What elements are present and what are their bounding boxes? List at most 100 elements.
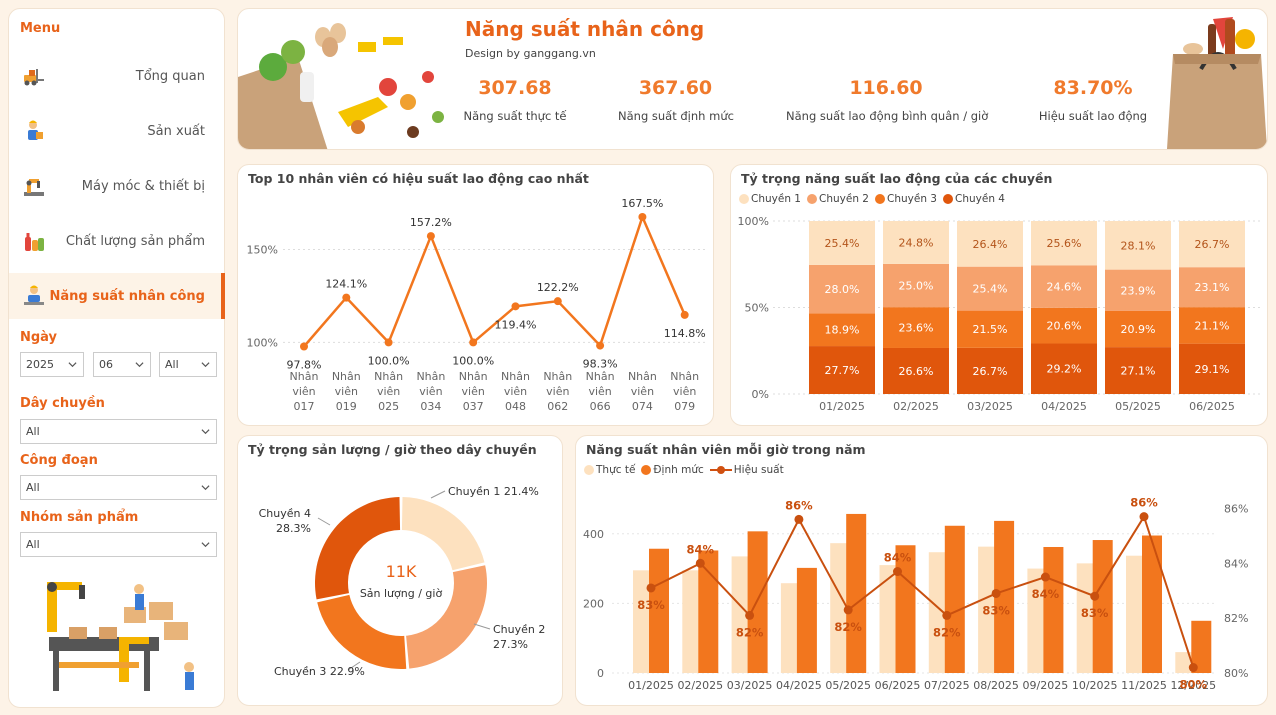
bar-standard [944, 525, 965, 673]
nav-item-machines[interactable]: Máy móc & thiết bị [9, 163, 225, 209]
bar-standard [994, 520, 1015, 673]
data-label: 23.1% [1195, 281, 1230, 294]
stage-select[interactable]: All [20, 475, 217, 500]
efficiency-point [1090, 591, 1100, 601]
chevron-down-icon [201, 362, 210, 368]
groceries-illustration [238, 23, 444, 149]
data-label: 23.9% [1121, 284, 1156, 297]
kpi-efficiency: 83.70% Hiệu suất lao động [1038, 77, 1148, 123]
nav-label: Tổng quan [135, 68, 205, 84]
x-tick-label: Nhân [332, 370, 361, 383]
x-tick-label: 11/2025 [1121, 679, 1167, 692]
donut-slice [406, 565, 487, 669]
page-title: Năng suất nhân công [465, 17, 705, 41]
output-share-chart: Tỷ trọng sản lượng / giờ theo dây chuyền… [237, 435, 563, 706]
legend-item: Chuyền 2 [807, 193, 869, 205]
data-label: 157.2% [410, 216, 452, 229]
data-label: 21.1% [1195, 319, 1230, 332]
data-label: 114.8% [664, 327, 706, 340]
efficiency-point [991, 588, 1001, 598]
efficiency-label: 84% [884, 551, 912, 565]
data-label: 20.9% [1121, 323, 1156, 336]
menu-title: Menu [20, 21, 61, 36]
kpi-average-per-hour: 116.60 Năng suất lao động bình quân / gi… [786, 77, 988, 123]
efficiency-label: 86% [785, 498, 813, 512]
data-point [638, 212, 647, 221]
efficiency-label: 80% [1180, 678, 1208, 692]
efficiency-label: 82% [736, 625, 764, 639]
y-tick-label: 50% [745, 302, 769, 315]
nav-item-labor-productivity[interactable]: Năng suất nhân công [9, 273, 225, 319]
year-select[interactable]: 2025 [20, 352, 84, 377]
data-point [426, 232, 435, 241]
bar-segment [1031, 343, 1097, 394]
worker-icon [28, 120, 43, 140]
bar-standard [796, 567, 817, 673]
y-tick-label: 400 [583, 528, 604, 541]
y-tick-label: 100% [738, 215, 769, 228]
x-tick-label: viên [673, 385, 696, 398]
data-label: 124.1% [325, 278, 367, 291]
data-label: 27.1% [1121, 365, 1156, 378]
chart-legend: Chuyền 1 Chuyền 2 Chuyền 3 Chuyền 4 [739, 193, 1011, 205]
x-tick-label: viên [546, 385, 569, 398]
product-group-select[interactable]: All [20, 532, 217, 557]
efficiency-point [646, 583, 656, 593]
y2-tick-label: 84% [1224, 557, 1248, 570]
donut-slice [401, 497, 485, 571]
x-tick-label: viên [335, 385, 358, 398]
data-label: 29.2% [1047, 363, 1082, 376]
bar-standard [1092, 540, 1113, 673]
x-tick-label: 025 [378, 400, 399, 413]
x-tick-label: Nhân [628, 370, 657, 383]
data-label: 18.9% [825, 324, 860, 337]
date-filter-label: Ngày [20, 330, 58, 345]
y-tick-label: 150% [247, 243, 278, 256]
worker-laptop-icon [24, 285, 44, 305]
x-tick-label: viên [631, 385, 654, 398]
page-subtitle: Design by ganggang.vn [465, 47, 596, 60]
x-tick-label: 03/2025 [967, 400, 1013, 413]
day-select[interactable]: All [159, 352, 217, 377]
x-tick-label: viên [419, 385, 442, 398]
bar-segment [1031, 307, 1097, 344]
bar-actual [830, 543, 851, 673]
efficiency-label: 83% [637, 598, 665, 612]
legend-item: Định mức [641, 464, 704, 476]
efficiency-point [794, 514, 804, 524]
data-label: 24.6% [1047, 281, 1082, 294]
kpi-actual: 307.68 Năng suất thực tế [460, 77, 570, 123]
data-label: 26.7% [1195, 238, 1230, 251]
x-tick-label: Nhân [543, 370, 572, 383]
kpi-standard: 367.60 Năng suất định mức [618, 77, 734, 123]
bottles-icon [25, 233, 44, 251]
kpi-value: 116.60 [849, 77, 923, 99]
line-select[interactable]: All [20, 419, 217, 444]
slice-label: Chuyền 2 [493, 623, 545, 636]
efficiency-point [893, 567, 902, 577]
leader-line [317, 517, 331, 526]
data-label: 26.7% [973, 365, 1008, 378]
x-tick-label: 074 [632, 400, 653, 413]
x-tick-label: Nhân [586, 370, 615, 383]
slice-label: Chuyền 1 21.4% [448, 485, 539, 498]
month-select[interactable]: 06 [93, 352, 151, 377]
nav-item-quality[interactable]: Chất lượng sản phẩm [9, 218, 225, 264]
data-point [553, 297, 562, 306]
y-tick-label: 200 [583, 597, 604, 610]
x-tick-label: Nhân [374, 370, 403, 383]
x-tick-label: 019 [336, 400, 357, 413]
stacked-bar-svg: 0% 50% 100% 27.7% 18.9% 28.0% 25.4% 01/2025 26.6… [738, 215, 1261, 413]
x-tick-label: 062 [547, 400, 568, 413]
x-tick-label: Nhân [459, 370, 488, 383]
bar-segment [1105, 347, 1171, 394]
nav-item-overview[interactable]: Tổng quan [9, 53, 225, 99]
product-group-filter-label: Nhóm sản phẩm [20, 510, 139, 525]
center-label: Sản lượng / giờ [360, 587, 443, 600]
efficiency-point [1139, 512, 1149, 522]
bar-actual [1126, 555, 1146, 673]
efficiency-label: 84% [687, 542, 715, 556]
slice-label: 28.3% [276, 522, 311, 535]
bar-segment [809, 313, 875, 347]
nav-item-production[interactable]: Sản xuất [9, 108, 225, 154]
